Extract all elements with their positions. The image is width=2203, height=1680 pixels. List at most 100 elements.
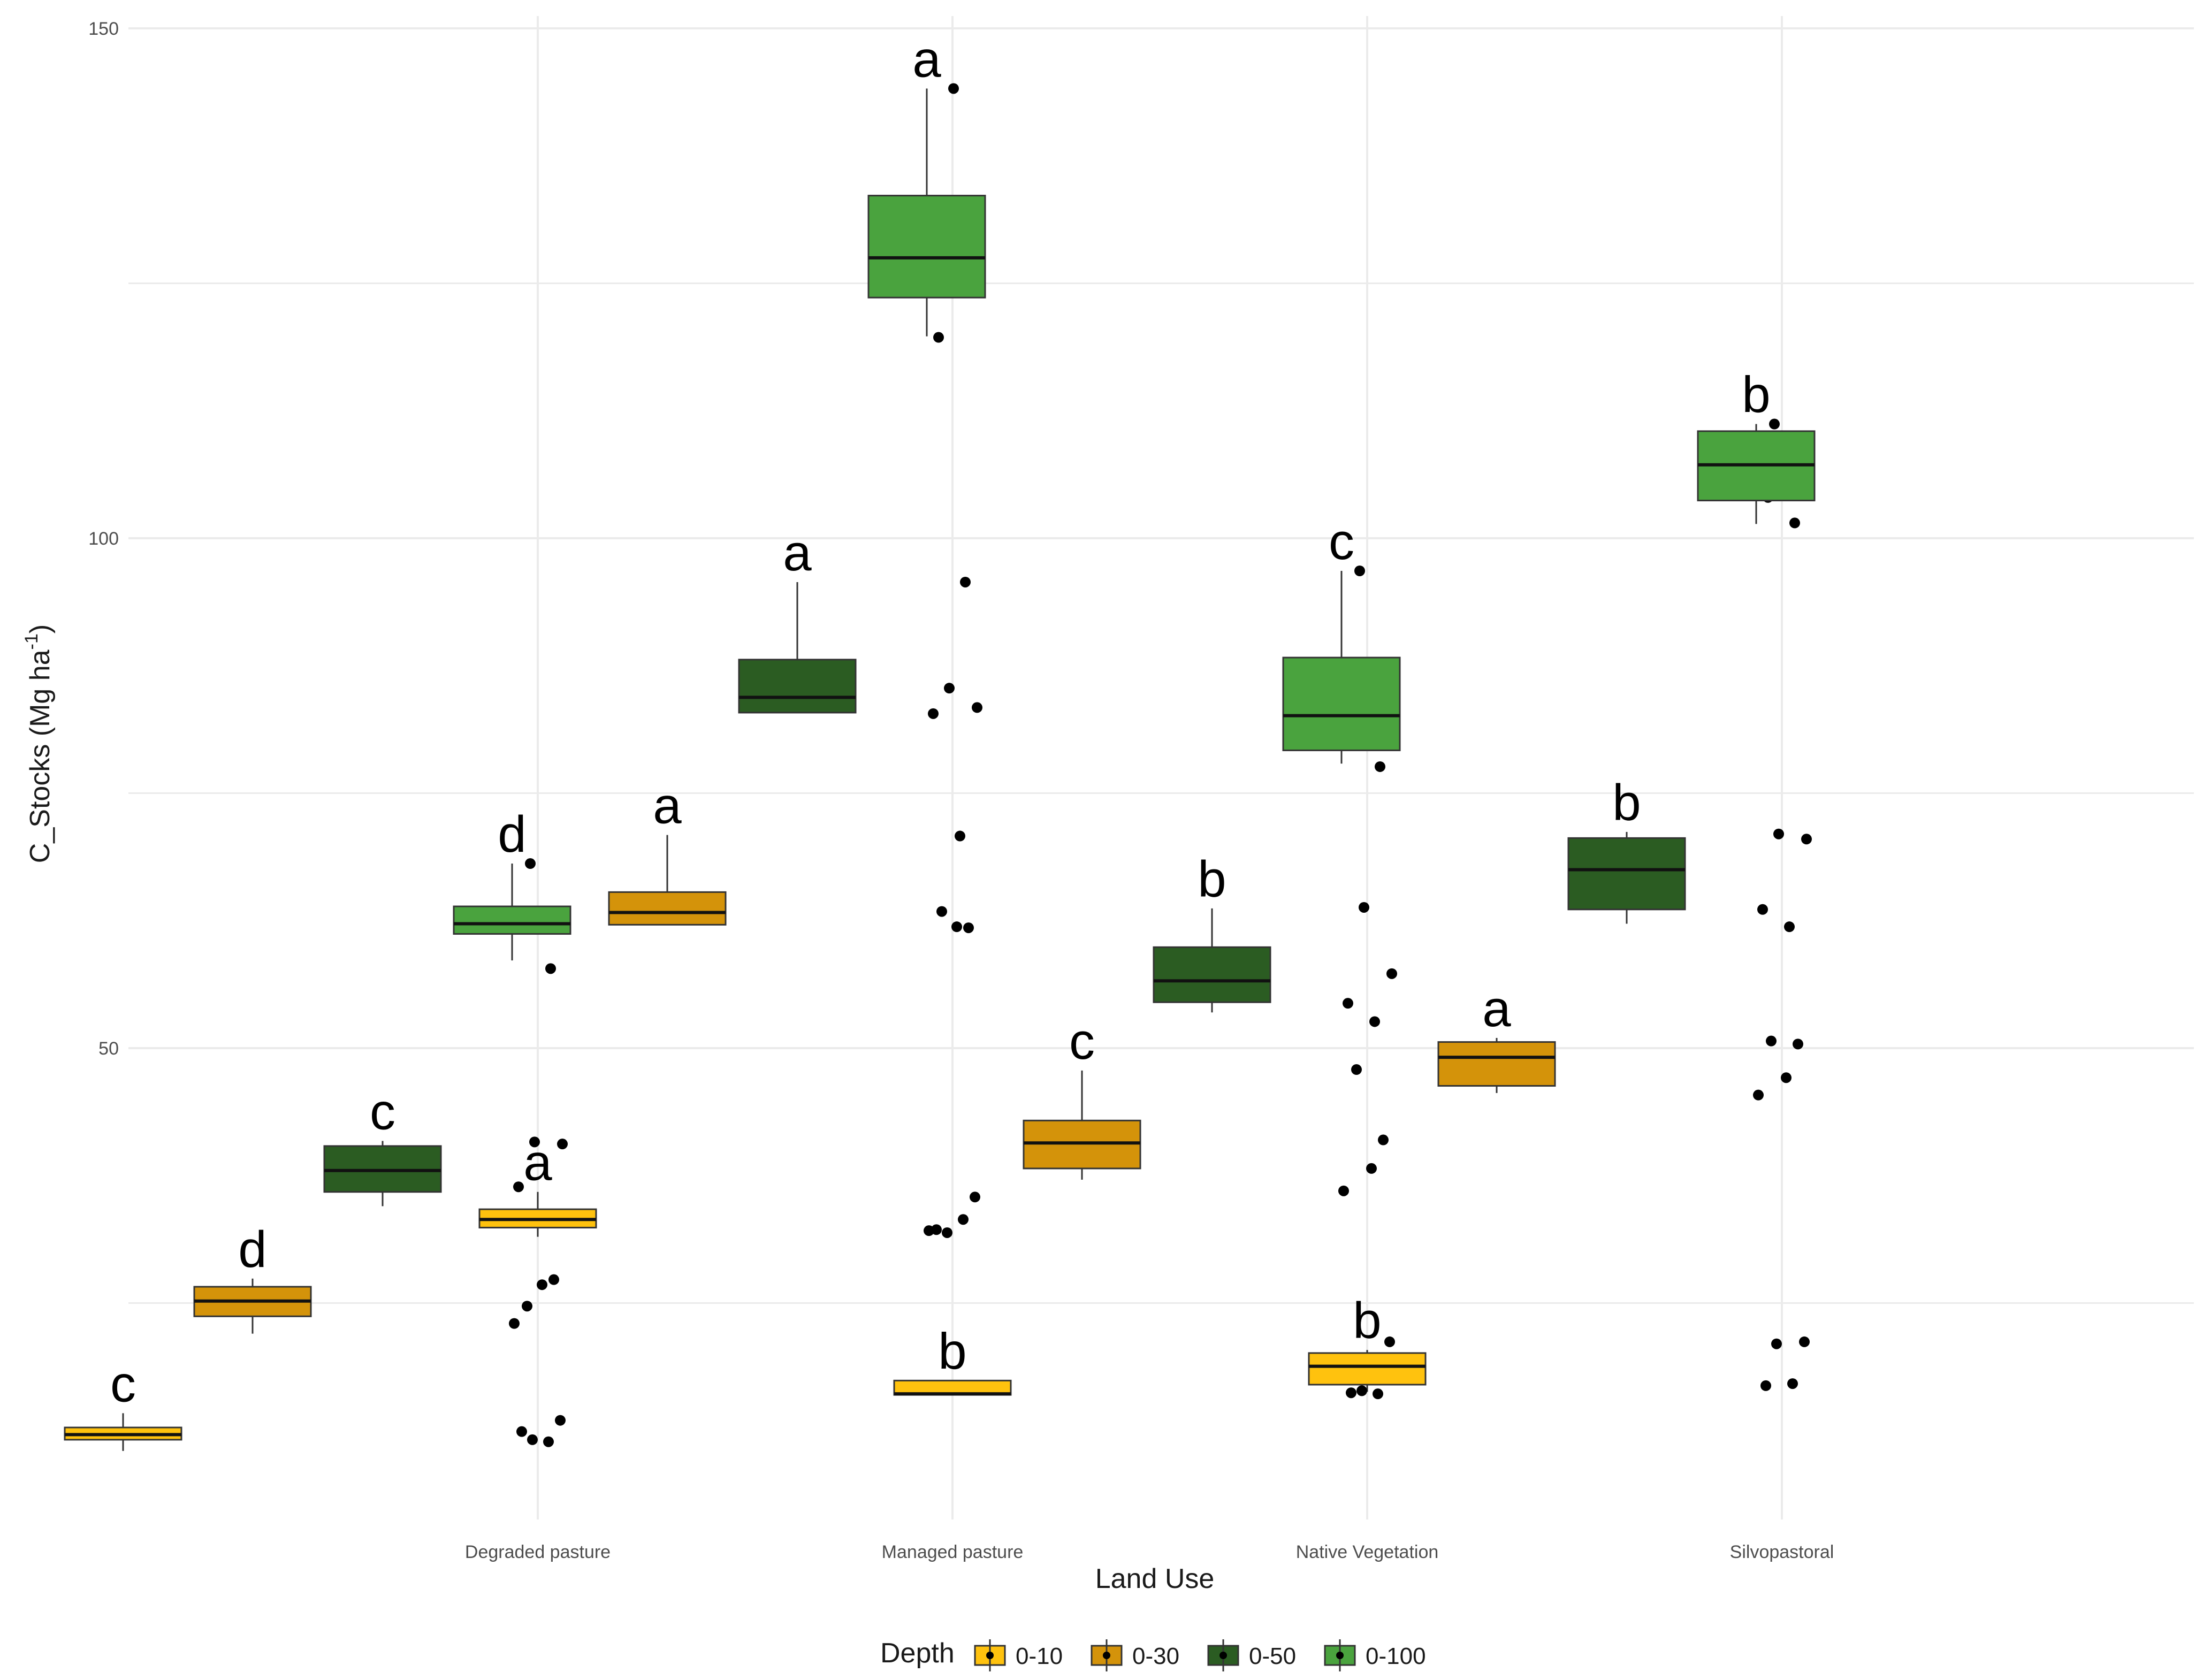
- legend-key-point: [1219, 1652, 1227, 1659]
- data-point: [960, 576, 971, 587]
- data-point: [944, 683, 955, 694]
- significance-letter: a: [653, 777, 682, 835]
- significance-letter: a: [912, 30, 941, 88]
- data-point: [527, 1434, 538, 1445]
- legend-key-point: [1336, 1652, 1344, 1659]
- data-point: [529, 1136, 540, 1148]
- significance-letter: c: [1329, 513, 1354, 570]
- y-tick-label: 50: [98, 1038, 119, 1059]
- data-point: [1356, 1385, 1367, 1396]
- significance-letter: b: [1198, 851, 1226, 908]
- data-point: [1766, 1035, 1777, 1047]
- data-point: [1386, 968, 1397, 979]
- data-point: [537, 1279, 547, 1290]
- data-point: [928, 708, 939, 719]
- data-point: [1801, 834, 1812, 845]
- data-point: [516, 1426, 527, 1437]
- boxes: [64, 195, 1816, 1441]
- box: [1308, 1352, 1427, 1386]
- data-point: [1343, 998, 1353, 1009]
- data-point: [557, 1139, 568, 1150]
- data-point: [1375, 761, 1385, 772]
- data-point: [972, 702, 982, 713]
- legend-label: 0-50: [1249, 1643, 1296, 1669]
- significance-letter: c: [110, 1355, 136, 1412]
- legend-key-point: [1103, 1652, 1110, 1659]
- data-point: [936, 906, 947, 917]
- box: [1567, 837, 1686, 911]
- data-point: [1378, 1134, 1389, 1146]
- data-point: [1789, 517, 1800, 529]
- jitter-points: [509, 83, 1812, 1447]
- legend-label: 0-30: [1132, 1643, 1179, 1669]
- significance-letter: b: [938, 1323, 966, 1380]
- data-point: [1793, 1038, 1803, 1050]
- data-point: [548, 1274, 559, 1285]
- significance-letter: b: [1612, 774, 1641, 831]
- data-point: [1354, 565, 1365, 576]
- data-point: [509, 1318, 520, 1329]
- data-point: [1784, 921, 1795, 933]
- box: [1153, 946, 1271, 1003]
- legend-label: 0-100: [1366, 1643, 1426, 1669]
- data-point: [942, 1227, 952, 1238]
- significance-letter: b: [1353, 1292, 1381, 1349]
- data-point: [958, 1214, 969, 1225]
- x-tick-label: Managed pasture: [882, 1542, 1024, 1562]
- y-axis-title-superscript: -1: [21, 633, 42, 650]
- significance-letter: c: [1069, 1013, 1095, 1070]
- y-tick-label: 100: [88, 529, 119, 549]
- legend-entries: 0-10 0-30 0-50 0-100: [974, 1639, 1426, 1671]
- x-tick-label: Native Vegetation: [1296, 1542, 1439, 1562]
- data-point: [545, 963, 556, 974]
- data-point: [1351, 1064, 1362, 1075]
- box: [608, 891, 727, 926]
- significance-letter: b: [1742, 366, 1770, 424]
- legend-title: Depth: [880, 1638, 955, 1669]
- box: [1437, 1041, 1556, 1087]
- box: [738, 659, 857, 714]
- significance-letter: a: [1482, 980, 1511, 1037]
- data-point: [1366, 1163, 1377, 1174]
- box-whiskers: [122, 88, 1757, 1451]
- legend-key-point: [986, 1652, 994, 1659]
- data-point: [543, 1436, 554, 1447]
- data-point: [1799, 1336, 1810, 1347]
- y-axis-title: C_Stocks (Mg ha-1): [21, 624, 56, 863]
- box: [1282, 656, 1401, 751]
- data-point: [1787, 1378, 1798, 1389]
- data-point: [1771, 1338, 1782, 1349]
- data-point: [525, 858, 536, 869]
- grid-lines: [128, 16, 2194, 1519]
- y-tick-label: 150: [88, 19, 119, 39]
- x-tick-labels: Degraded pasture Managed pasture Native Ve…: [465, 1542, 1834, 1562]
- y-tick-labels: 50 100 150: [88, 19, 119, 1059]
- data-point: [1384, 1336, 1395, 1347]
- significance-letter: a: [783, 524, 812, 582]
- data-point: [522, 1301, 532, 1312]
- x-tick-label: Silvopastoral: [1730, 1542, 1834, 1562]
- data-point: [1757, 904, 1768, 915]
- data-point: [963, 922, 974, 934]
- y-axis-title-close: ): [25, 624, 56, 633]
- data-point: [1760, 1380, 1771, 1391]
- legend: Depth 0-10 0-30 0-50 0-100: [880, 1638, 1426, 1671]
- x-tick-label: Degraded pasture: [465, 1542, 611, 1562]
- data-point: [1769, 418, 1780, 430]
- box: [867, 195, 986, 299]
- data-point: [1781, 1072, 1792, 1083]
- significance-letter: d: [498, 806, 526, 863]
- data-point: [1346, 1387, 1356, 1399]
- significance-letter: c: [370, 1083, 395, 1140]
- data-point: [955, 830, 965, 842]
- data-point: [948, 83, 959, 94]
- data-point: [1773, 828, 1784, 839]
- data-point: [970, 1192, 980, 1203]
- box: [453, 905, 571, 935]
- data-point: [513, 1181, 524, 1193]
- data-point: [1373, 1388, 1383, 1400]
- data-point: [1753, 1089, 1764, 1101]
- data-point: [1338, 1185, 1349, 1196]
- data-point: [933, 332, 944, 343]
